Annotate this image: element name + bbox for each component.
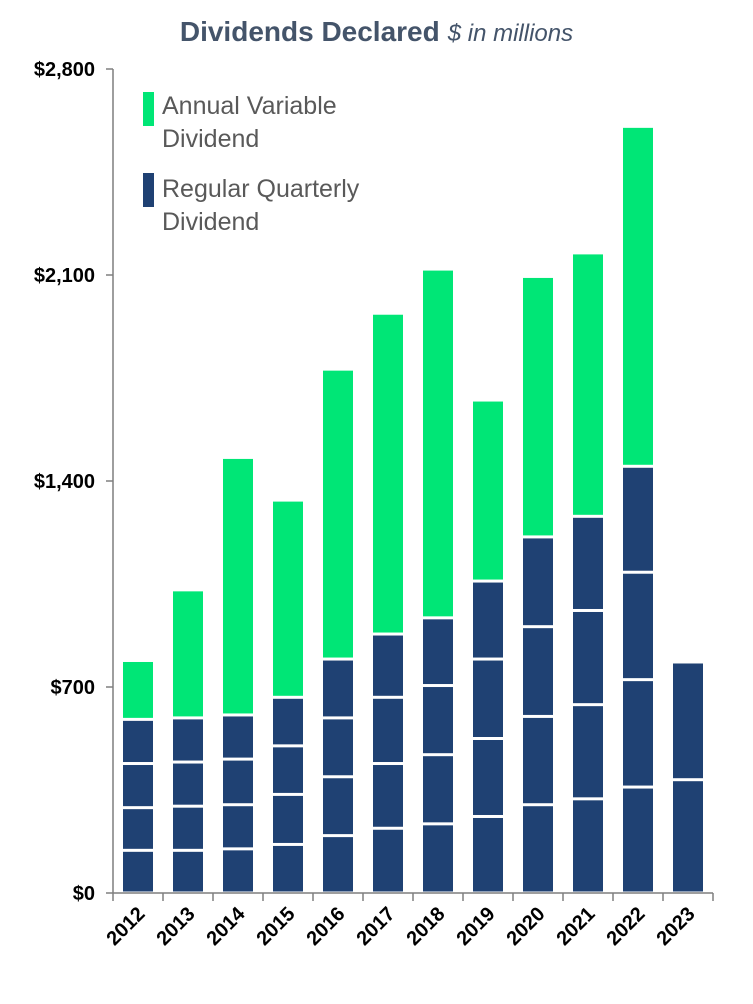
bar-regular-quarterly-segment bbox=[623, 681, 653, 786]
bar-regular-quarterly-segment bbox=[473, 740, 503, 815]
chart-title: Dividends Declared $ in millions bbox=[0, 16, 753, 48]
bar-annual-variable bbox=[273, 501, 303, 696]
bar-regular-quarterly-segment bbox=[523, 628, 553, 715]
bar-regular-quarterly-segment bbox=[373, 698, 403, 763]
bar-regular-quarterly-segment bbox=[273, 795, 303, 843]
bar-annual-variable bbox=[173, 591, 203, 717]
bar-regular-quarterly-segment bbox=[123, 809, 153, 849]
bar-annual-variable bbox=[473, 401, 503, 580]
bar-regular-quarterly-segment bbox=[173, 851, 203, 892]
legend-label-regular-quarterly: Regular Quarterly Dividend bbox=[162, 175, 360, 236]
bar-regular-quarterly-segment bbox=[273, 845, 303, 892]
chart-bars bbox=[123, 127, 703, 892]
bar-regular-quarterly-segment bbox=[623, 788, 653, 892]
x-tick-label: 2014 bbox=[203, 902, 251, 950]
bar-regular-quarterly-segment bbox=[173, 807, 203, 849]
legend-label-annual-variable: Annual Variable Dividend bbox=[162, 92, 337, 153]
bar-regular-quarterly-segment bbox=[173, 763, 203, 805]
y-tick-label: $2,800 bbox=[34, 59, 95, 81]
bar-regular-quarterly-segment bbox=[323, 719, 353, 776]
bar-annual-variable bbox=[573, 254, 603, 515]
bar-regular-quarterly-segment bbox=[123, 765, 153, 807]
bar-regular-quarterly-segment bbox=[523, 538, 553, 626]
y-tick-label: $2,100 bbox=[34, 265, 95, 287]
bar-regular-quarterly-segment bbox=[473, 817, 503, 892]
bar-annual-variable bbox=[323, 370, 353, 658]
x-tick-label: 2017 bbox=[353, 903, 400, 950]
bar-regular-quarterly-segment bbox=[223, 806, 253, 848]
chart-title-main: Dividends Declared bbox=[179, 16, 440, 47]
bar-regular-quarterly-segment bbox=[673, 663, 703, 779]
chart-title-subtitle: $ in millions bbox=[447, 20, 574, 47]
bar-annual-variable bbox=[523, 277, 553, 536]
bar-regular-quarterly-segment bbox=[373, 635, 403, 696]
y-tick-label: $0 bbox=[73, 883, 95, 905]
bar-regular-quarterly-segment bbox=[123, 720, 153, 763]
y-tick-label: $700 bbox=[51, 677, 96, 699]
bar-regular-quarterly-segment bbox=[273, 698, 303, 745]
bar-regular-quarterly-segment bbox=[373, 829, 403, 892]
bar-regular-quarterly-segment bbox=[173, 719, 203, 761]
bar-regular-quarterly-segment bbox=[423, 687, 453, 754]
bar-regular-quarterly-segment bbox=[573, 800, 603, 892]
bar-regular-quarterly-segment bbox=[623, 573, 653, 679]
legend-swatch-annual-variable bbox=[143, 92, 154, 126]
bar-regular-quarterly-segment bbox=[573, 706, 603, 798]
bar-annual-variable bbox=[373, 314, 403, 633]
bar-regular-quarterly-segment bbox=[323, 660, 353, 717]
bar-regular-quarterly-segment bbox=[673, 781, 703, 892]
bar-regular-quarterly-segment bbox=[323, 778, 353, 835]
x-tick-label: 2019 bbox=[453, 903, 500, 950]
x-tick-label: 2023 bbox=[653, 903, 700, 950]
bar-regular-quarterly-segment bbox=[473, 582, 503, 658]
x-tick-label: 2021 bbox=[553, 903, 600, 950]
bar-regular-quarterly-segment bbox=[423, 756, 453, 823]
bar-regular-quarterly-segment bbox=[623, 467, 653, 571]
x-tick-label: 2022 bbox=[603, 903, 650, 950]
x-tick-label: 2020 bbox=[503, 903, 550, 950]
x-tick-label: 2012 bbox=[103, 903, 150, 950]
bar-regular-quarterly-segment bbox=[323, 837, 353, 892]
y-tick-label: $1,400 bbox=[34, 471, 95, 493]
bar-regular-quarterly-segment bbox=[223, 716, 253, 758]
bar-annual-variable bbox=[623, 127, 653, 465]
bar-annual-variable bbox=[423, 270, 453, 617]
x-tick-label: 2013 bbox=[153, 903, 200, 950]
bar-regular-quarterly-segment bbox=[273, 747, 303, 793]
bar-regular-quarterly-segment bbox=[473, 660, 503, 737]
bar-regular-quarterly-segment bbox=[523, 717, 553, 804]
bar-regular-quarterly-segment bbox=[573, 611, 603, 704]
x-tick-label: 2018 bbox=[403, 903, 450, 950]
legend-swatch-regular-quarterly bbox=[143, 173, 154, 207]
bar-regular-quarterly-segment bbox=[223, 760, 253, 804]
bar-regular-quarterly-segment bbox=[373, 765, 403, 827]
bar-regular-quarterly-segment bbox=[423, 825, 453, 892]
bar-regular-quarterly-segment bbox=[573, 517, 603, 609]
bar-regular-quarterly-segment bbox=[123, 851, 153, 892]
bar-regular-quarterly-segment bbox=[423, 619, 453, 685]
bar-regular-quarterly-segment bbox=[523, 806, 553, 892]
chart-legend: Annual Variable Dividend Regular Quarterl… bbox=[143, 92, 360, 236]
bar-annual-variable bbox=[223, 458, 253, 714]
bar-regular-quarterly-segment bbox=[223, 850, 253, 892]
x-tick-label: 2015 bbox=[253, 903, 300, 950]
bar-annual-variable bbox=[123, 661, 153, 718]
x-tick-label: 2016 bbox=[303, 903, 350, 950]
